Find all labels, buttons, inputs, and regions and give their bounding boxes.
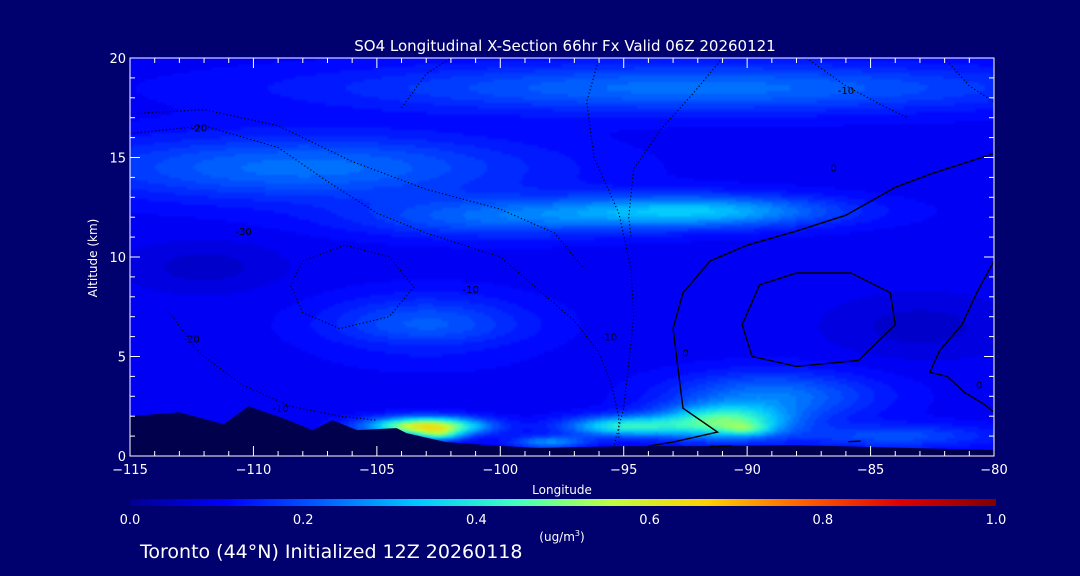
y-axis-label: Altitude (km) [86, 219, 100, 298]
contour-line-solid [741, 272, 897, 368]
colorbar-tick-label: 0.6 [639, 513, 660, 528]
contour-line-solid [928, 260, 994, 413]
x-tick-label: −80 [980, 463, 1007, 478]
y-axis: 0 5 10 15 20 [109, 52, 994, 465]
colorbar-tick-label: 1.0 [986, 513, 1007, 528]
y-tick-label: 5 [118, 351, 126, 366]
contour-line-dotted [130, 125, 620, 441]
x-tick-label: −90 [733, 463, 760, 478]
colorbar-gradient [130, 499, 996, 506]
contour-label: -30 [235, 227, 251, 238]
colorbar-unit-label: (ug/m3) [539, 529, 584, 544]
colorbar-ticks: 0.0 0.2 0.4 0.6 0.8 1.0 [120, 513, 1007, 528]
y-tick-label: 10 [109, 251, 126, 266]
contour-line-dotted [130, 109, 585, 270]
y-tick-label: 15 [109, 152, 126, 167]
x-tick-label: −115 [112, 463, 148, 478]
contour-label: -10 [601, 333, 617, 344]
x-tick-label: −85 [857, 463, 884, 478]
x-tick-label: −105 [359, 463, 395, 478]
footer-caption: Toronto (44°N) Initialized 12Z 20260118 [140, 541, 523, 563]
colorbar-tick-label: 0.2 [293, 513, 314, 528]
contour-label: -20 [191, 124, 207, 135]
contour-label: 0 [830, 163, 836, 174]
contour-label: 0 [976, 380, 982, 391]
y-tick-label: 20 [109, 52, 126, 67]
chart-title: SO4 Longitudinal X-Section 66hr Fx Valid… [354, 37, 775, 55]
contour-label: -10 [838, 86, 854, 97]
colorbar-tick-label: 0.0 [120, 513, 141, 528]
x-tick-label: −95 [610, 463, 637, 478]
contour-line-dotted [586, 58, 635, 447]
contour-line-dotted [806, 58, 908, 119]
colorbar-tick-label: 0.8 [812, 513, 833, 528]
contour-line-solid [648, 152, 994, 447]
so4-concentration-field [130, 58, 994, 456]
x-tick-label: −100 [482, 463, 518, 478]
contour-label: 0 [682, 349, 688, 360]
x-tick-label: −110 [236, 463, 272, 478]
contour-line-dotted [169, 312, 377, 421]
contour-label: -20 [184, 335, 200, 346]
contour-line-dotted [401, 58, 452, 109]
colorbar-tick-label: 0.4 [466, 513, 487, 528]
contour-line-solid [848, 440, 861, 443]
contour-label: -10 [272, 404, 288, 415]
plot-area: -20 -30 -20 -10 -10 -10 -10 0 0 0 [130, 58, 994, 456]
contour-labels: -20 -30 -20 -10 -10 -10 -10 0 0 0 [184, 86, 983, 415]
terrain-mask [130, 406, 994, 456]
contour-label: -10 [463, 285, 479, 296]
colorbar: 0.0 0.2 0.4 0.6 0.8 1.0 (ug/m3) [120, 499, 1007, 544]
x-axis-label: Longitude [532, 483, 592, 497]
x-axis: −115 −110 −105 −100 −95 −90 −85 −80 [112, 58, 1008, 478]
y-tick-label: 0 [118, 450, 126, 465]
temperature-contours [130, 58, 994, 448]
